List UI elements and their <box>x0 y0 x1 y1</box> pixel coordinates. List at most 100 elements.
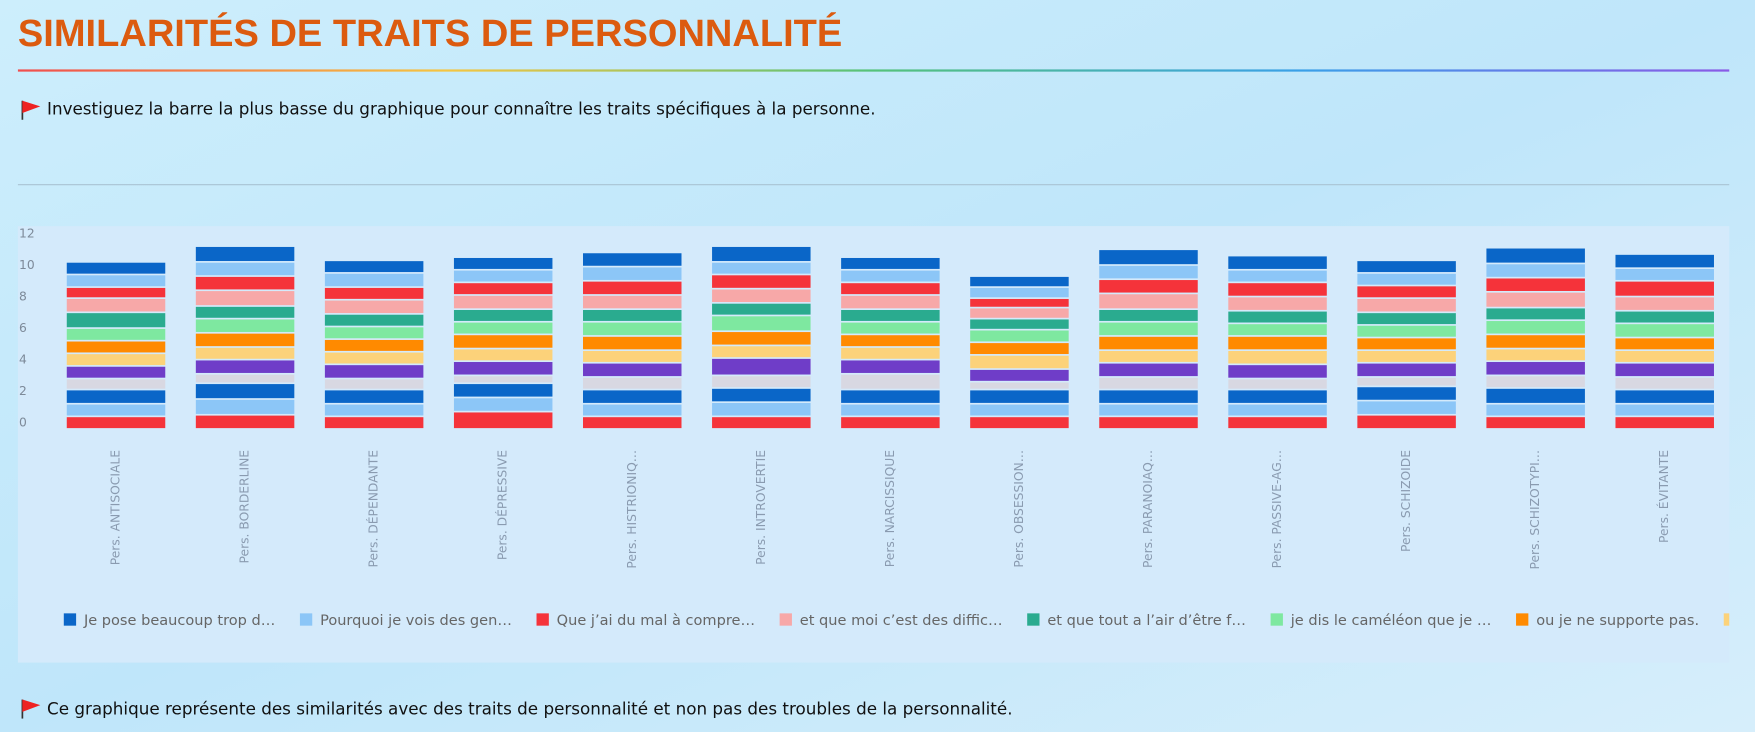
rainbow-rule <box>17 69 1730 72</box>
bar-segment <box>712 275 811 288</box>
bar-segment <box>841 335 940 347</box>
x-tick-label: Pers. PARANOIAQ… <box>1141 450 1155 568</box>
bar-segment <box>195 262 295 276</box>
legend-swatch <box>1270 613 1283 626</box>
x-tick-label: Pers. PASSIVE-AG… <box>1270 450 1284 568</box>
bar-segment <box>324 273 424 287</box>
x-tick-label: Pers. OBSESSION… <box>1012 450 1026 568</box>
bar-segment <box>324 390 424 403</box>
bar-segment <box>1357 298 1456 312</box>
bar-segment <box>1228 283 1327 296</box>
bar-segment <box>583 404 682 416</box>
bar-segment <box>324 339 424 351</box>
bar-segment <box>1099 336 1198 350</box>
bar-segment <box>970 319 1069 329</box>
bar-segment <box>324 300 424 314</box>
legend-swatch <box>63 613 77 626</box>
bar-segment <box>66 354 166 366</box>
bar-segment <box>195 415 295 429</box>
x-tick-label: Pers. BORDERLINE <box>238 450 252 564</box>
bar-segment <box>324 365 424 378</box>
bar-segment <box>195 384 295 399</box>
bar-segment <box>453 376 553 383</box>
bar-segment <box>1486 292 1585 307</box>
intro-text: Investiguez la barre la plus basse du gr… <box>47 99 876 119</box>
bar-segment <box>1615 281 1714 296</box>
bar-segment <box>1357 415 1456 429</box>
y-tick-label: 8 <box>19 289 27 303</box>
bar-segment <box>1615 324 1714 337</box>
bar-segment <box>841 374 940 389</box>
bar-segment <box>1615 404 1714 416</box>
bar-segment <box>583 281 682 295</box>
bar-segment <box>841 404 940 416</box>
bar-segment <box>841 390 940 403</box>
bar-segment <box>1099 265 1198 279</box>
bar-segment <box>1099 350 1198 362</box>
bar-segment <box>1486 362 1585 375</box>
y-tick-label: 10 <box>19 258 35 272</box>
x-tick-label: Pers. HISTRIONIQ… <box>625 450 639 569</box>
bar-segment <box>583 377 682 389</box>
bar-segment <box>1228 256 1327 269</box>
bar-segment <box>583 253 682 266</box>
x-tick-label: Pers. ANTISOCIALE <box>109 450 123 565</box>
bar-segment <box>970 308 1069 318</box>
bar-segment <box>324 314 424 326</box>
bar-segment <box>66 417 166 429</box>
bar-segment <box>1099 417 1198 429</box>
bar-segment <box>66 379 166 389</box>
bar-segment <box>66 298 166 312</box>
bar-segment <box>1615 417 1714 429</box>
bar-segment <box>1615 363 1714 377</box>
bar-segment <box>841 322 940 334</box>
bar-segment <box>841 347 940 359</box>
bar-segment <box>1099 363 1198 377</box>
bar-segment <box>970 390 1069 403</box>
bar-segment <box>583 309 682 321</box>
bar-segment <box>1486 308 1585 320</box>
y-tick-label: 6 <box>19 321 27 335</box>
x-tick-label: Pers. DÉPRESSIVE <box>495 450 510 560</box>
bar-segment <box>1099 294 1198 309</box>
legend-swatch <box>536 613 549 626</box>
bar-segment <box>712 346 811 358</box>
y-tick-label: 2 <box>19 384 27 398</box>
bar-segment <box>66 287 166 298</box>
bar-segment <box>712 332 811 345</box>
bar-segment <box>1228 350 1327 364</box>
bar-segment <box>195 276 295 290</box>
bar-segment <box>970 355 1069 369</box>
bar-segment <box>1228 270 1327 282</box>
legend-swatch <box>779 613 792 626</box>
bar-segment <box>1615 297 1714 310</box>
bar-segment <box>453 270 553 282</box>
bar-segment <box>1228 324 1327 336</box>
bar-segment <box>1486 248 1585 263</box>
bar-segment <box>1486 335 1585 348</box>
bar-segment <box>583 295 682 309</box>
bar-segment <box>453 295 553 309</box>
bar-segment <box>1099 322 1198 336</box>
bar-segment <box>583 363 682 377</box>
bar-segment <box>453 398 553 411</box>
bar-segment <box>66 366 166 378</box>
bar-segment <box>453 335 553 348</box>
bar-segment <box>453 309 553 321</box>
bar-segment <box>324 287 424 299</box>
bar-segment <box>66 275 166 287</box>
bar-segment <box>1357 338 1456 350</box>
bar-segment <box>712 376 811 388</box>
bar-segment <box>324 379 424 389</box>
bar-segment <box>841 270 940 282</box>
bar-segment <box>583 267 682 280</box>
bar-segment <box>453 384 553 397</box>
bar-segment <box>1357 273 1456 285</box>
bar-segment <box>1357 387 1456 400</box>
legend-label: et que tout a l’air d’être f… <box>1047 612 1246 629</box>
bar-segment <box>970 298 1069 307</box>
bar-segment <box>712 246 811 262</box>
legend-label: Pourquoi je vois des gen… <box>320 612 512 629</box>
bar-segment <box>195 246 295 262</box>
